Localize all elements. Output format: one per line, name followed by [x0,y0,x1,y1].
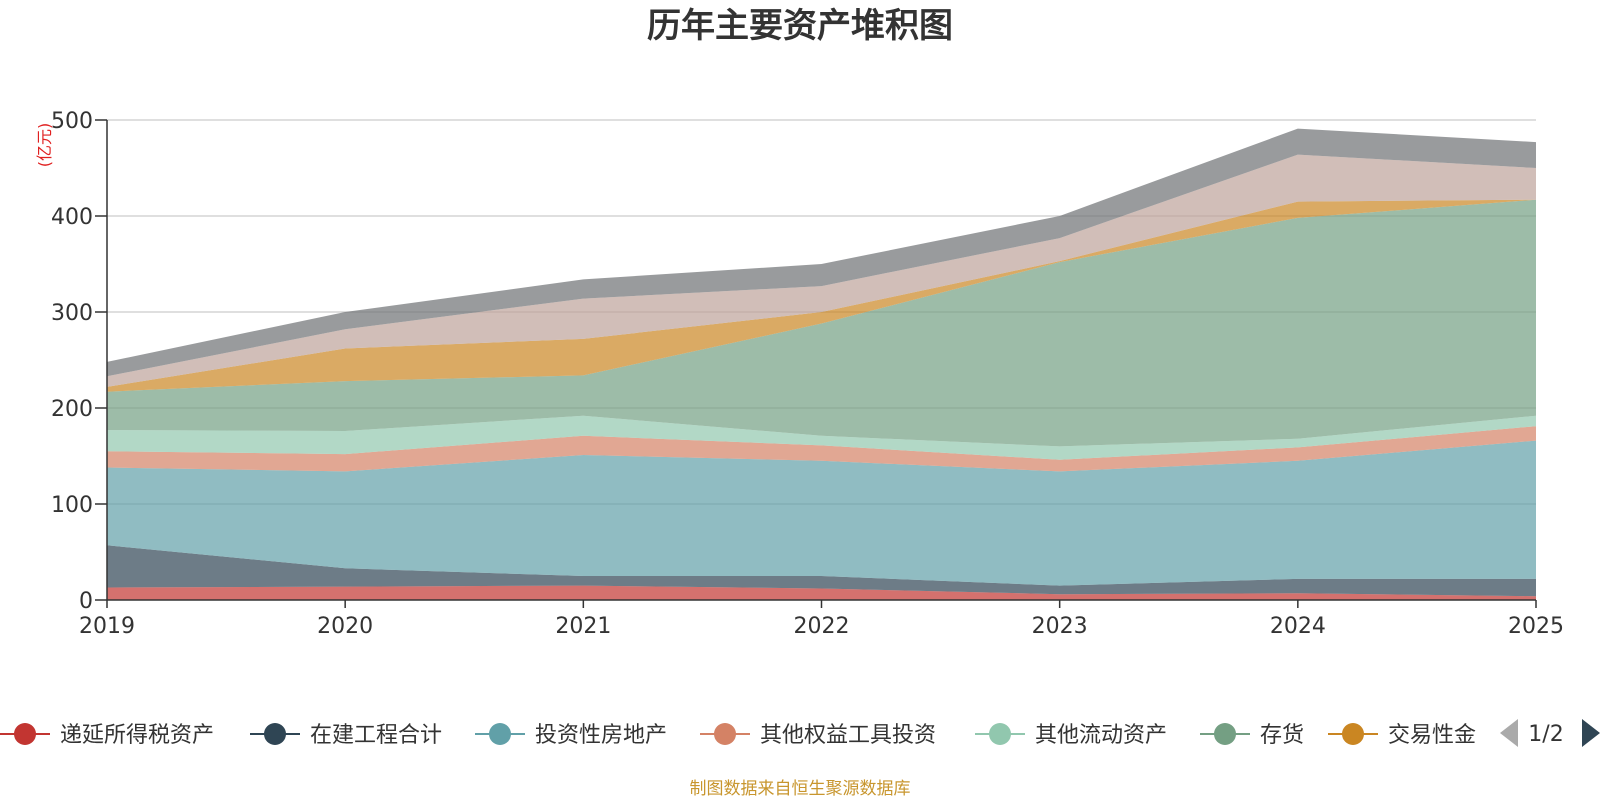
y-tick-label: 400 [51,205,93,230]
legend-item[interactable]: 在建工程合计 [250,723,442,748]
legend-label: 投资性房地产 [535,723,667,748]
legend: 递延所得税资产 在建工程合计 投资性房地产 其他权益工具投资 其他流动资产 存货 交易性金 [0,723,1476,748]
x-tick-label: 2022 [794,614,850,639]
area-series-6[interactable] [107,199,1536,447]
legend-label: 递延所得税资产 [60,723,214,748]
legend-item[interactable]: 递延所得税资产 [0,723,214,748]
area-series-9[interactable] [107,128,1536,377]
x-tick-label: 2025 [1508,614,1564,639]
legend-item[interactable]: 存货 [1200,723,1304,748]
legend-next-arrow-icon[interactable] [1582,719,1600,747]
legend-marker-icon [989,723,1011,745]
axes: 0 100 200 300 400 500 2019 2020 2021 2022 2023 2024… [51,109,1564,639]
legend-marker-icon [714,723,736,745]
chart-title: 历年主要资产堆积图 [647,6,953,46]
legend-marker-icon [1214,723,1236,745]
legend-item[interactable]: 其他权益工具投资 [700,723,936,748]
legend-item[interactable]: 投资性房地产 [475,723,667,748]
legend-label: 其他流动资产 [1035,723,1167,748]
legend-marker-icon [489,723,511,745]
legend-item[interactable]: 其他流动资产 [975,723,1167,748]
x-tick-label: 2024 [1270,614,1326,639]
legend-label: 其他权益工具投资 [760,723,936,748]
area-series-7[interactable] [107,199,1536,392]
area-series-8[interactable] [107,154,1536,387]
y-axis-unit-label: (亿元) [35,123,54,168]
x-tick-label: 2023 [1032,614,1088,639]
legend-label: 存货 [1260,723,1304,748]
area-series-5[interactable] [107,415,1536,460]
source-note: 制图数据来自恒生聚源数据库 [690,779,911,799]
y-tick-label: 500 [51,109,93,134]
y-tick-label: 100 [51,493,93,518]
y-tick-label: 0 [79,589,93,614]
x-tick-label: 2021 [555,614,611,639]
legend-page-indicator: 1/2 [1528,722,1563,747]
legend-label: 交易性金 [1388,723,1476,748]
x-tick-label: 2020 [317,614,373,639]
area-series-4[interactable] [107,426,1536,472]
legend-prev-arrow-icon[interactable] [1500,719,1518,747]
x-tick-label: 2019 [79,614,135,639]
area-series-1[interactable] [107,585,1536,600]
area-series [107,128,1536,600]
y-tick-label: 300 [51,301,93,326]
y-tick-label: 200 [51,397,93,422]
legend-item[interactable]: 交易性金 [1328,723,1476,748]
area-series-3[interactable] [107,440,1536,586]
legend-label: 在建工程合计 [310,723,442,748]
legend-marker-icon [264,723,286,745]
legend-pager: 1/2 [1500,719,1600,747]
area-series-2[interactable] [107,545,1536,597]
legend-marker-icon [1342,723,1364,745]
legend-marker-icon [14,723,36,745]
